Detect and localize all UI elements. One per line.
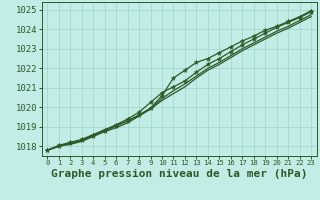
X-axis label: Graphe pression niveau de la mer (hPa): Graphe pression niveau de la mer (hPa) bbox=[51, 169, 308, 179]
